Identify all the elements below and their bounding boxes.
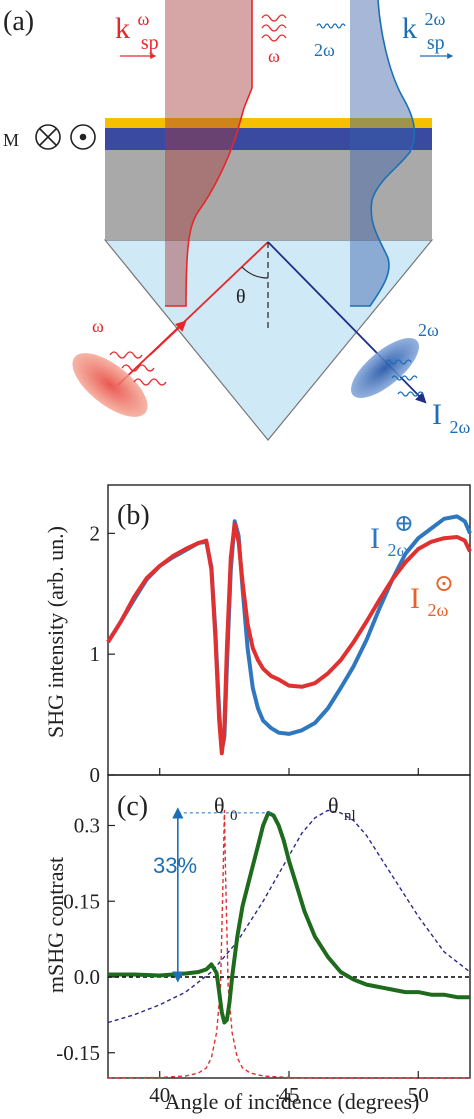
panel-c-frame: [107, 774, 471, 1079]
contrast-annotation: [172, 807, 274, 983]
two-omega-label-output: 2ω: [418, 320, 439, 340]
gold-layer: [105, 118, 432, 128]
dielectric-layer: [105, 150, 432, 240]
omega-wave-icon: [261, 14, 287, 42]
x-axis-title: Angle of incidence (degrees): [165, 1089, 420, 1114]
into-page-icon: [35, 124, 61, 150]
incident-beam-spot: [72, 353, 148, 417]
output-beam-spot: [351, 338, 419, 398]
out-of-page-icon: [70, 124, 96, 150]
k-2omega-sub: sp: [427, 32, 445, 54]
legend-i2w-dot-base: I: [410, 582, 420, 615]
output-intensity-sub: 2ω: [450, 417, 471, 437]
incident-beam-arrow: [149, 320, 187, 356]
thetanl-sub: nl: [344, 808, 356, 824]
theta0-sub: 0: [230, 808, 238, 824]
theta-label: θ: [236, 286, 246, 308]
panel-b-label: (b): [117, 500, 150, 531]
thetanl-base: θ: [328, 793, 339, 818]
legend-i2w-dot: I 2ω ⊙: [410, 571, 456, 623]
incident-wave-icons: [109, 351, 167, 386]
c-ytick-label: 0.3: [74, 814, 100, 838]
k-2omega-base: k: [402, 12, 417, 45]
k-omega-sup: ω: [138, 9, 150, 29]
panel-a: (a) M k ω sp k 2ω sp ω 2ω ω 2ω θ I 2ω: [3, 0, 471, 441]
two-omega-label-top: 2ω: [314, 40, 335, 60]
k-2omega-label: k 2ω sp: [402, 0, 453, 54]
legend-i2w-plus: I 2ω ⊕: [370, 511, 416, 563]
k-omega-sub: sp: [141, 32, 159, 54]
panel-c-ylabel: mSHG contrast: [43, 857, 68, 993]
b-ytick-label: 0: [90, 763, 101, 787]
magnetization-symbols: [35, 124, 96, 150]
panel-c: -0.150.00.150.340 45 50 (c) mSHG contrast …: [43, 774, 471, 1114]
magnetization-label: M: [3, 130, 19, 150]
panel-b-series: [106, 514, 472, 756]
c-ytick-label: -0.15: [56, 1041, 100, 1065]
panel-b: 012 (b) SHG intensity (arb. un.) I 2ω ⊕ …: [43, 484, 472, 787]
c-series-line-0: [108, 810, 470, 1025]
panel-b-ylabel: SHG intensity (arb. un.): [43, 526, 68, 738]
legend-i2w-plus-sup: ⊕: [394, 511, 414, 537]
legend-i2w-dot-sub: 2ω: [428, 600, 449, 620]
k-omega-label: k ω sp: [115, 0, 159, 54]
output-wave-icons: [385, 359, 424, 397]
omega-label-incident: ω: [92, 316, 104, 336]
c-ytick-label: 0.15: [63, 889, 100, 913]
panel-b-frame: [107, 484, 471, 776]
c-xtick-label: 50: [408, 1083, 429, 1107]
b-series-line-1: [106, 521, 472, 756]
k-omega-base: k: [115, 12, 130, 45]
omega-field-profile: [165, 0, 252, 306]
two-omega-field-profile-edge: [350, 0, 416, 307]
b-ytick-label: 1: [90, 642, 101, 666]
panel-c-label: (c): [117, 791, 148, 822]
c-xtick-label: 45: [279, 1083, 300, 1107]
contrast-annotation-text: 33%: [153, 853, 197, 878]
c-series-line-2: [107, 809, 471, 1024]
omega-field-profile-edge: [165, 0, 253, 307]
two-omega-wave-icon: [316, 23, 346, 29]
c-ytick-label: 0.0: [74, 965, 100, 989]
two-omega-field-profile: [350, 0, 415, 306]
legend-i2w-dot-sup: ⊙: [434, 571, 454, 597]
panel-a-label: (a): [3, 6, 34, 37]
theta0-label: θ 0: [214, 793, 238, 824]
legend-i2w-plus-sub: 2ω: [388, 540, 409, 560]
output-intensity-label: I 2ω: [432, 398, 471, 437]
omega-label-top: ω: [268, 46, 280, 66]
b-ytick-label: 2: [90, 521, 101, 545]
thetanl-label: θ nl: [328, 793, 356, 824]
legend-i2w-plus-base: I: [370, 522, 380, 555]
magnetic-layer: [105, 127, 432, 150]
panel-c-series: [107, 809, 471, 1079]
theta-arc: [241, 266, 269, 279]
incident-beam: [117, 241, 269, 386]
c-xtick-label: 40: [149, 1083, 170, 1107]
theta0-base: θ: [214, 793, 225, 818]
k-2omega-sup: 2ω: [425, 9, 446, 29]
panel-c-ticks: -0.15 0.0 0.15 0.3 40 45 50: [56, 814, 429, 1108]
c-series-line-1: [107, 809, 470, 1079]
output-intensity-base: I: [432, 398, 442, 431]
